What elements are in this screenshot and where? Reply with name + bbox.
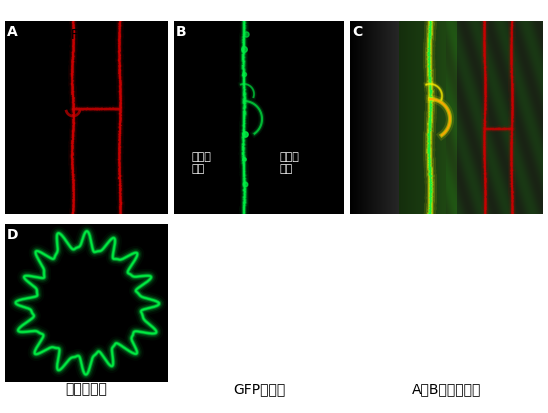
Point: [239, 156, 248, 163]
Point: [240, 71, 249, 78]
Text: 細胞の
外側: 細胞の 外側: [192, 152, 212, 174]
Point: [241, 181, 249, 188]
Text: C: C: [352, 25, 362, 39]
Point: [239, 47, 248, 53]
Text: GFP蛍光像: GFP蛍光像: [233, 381, 285, 395]
Text: A: A: [7, 25, 18, 39]
Text: GFP蛍光像: GFP蛍光像: [60, 27, 113, 41]
Text: B: B: [176, 25, 187, 39]
Point: [241, 131, 250, 138]
Text: 細胞の
内側: 細胞の 内側: [279, 152, 299, 174]
Text: 細胞膜染色: 細胞膜染色: [66, 381, 107, 395]
Point: [241, 32, 250, 38]
Text: D: D: [7, 228, 19, 242]
Text: AとBの合成画像: AとBの合成画像: [412, 381, 481, 395]
